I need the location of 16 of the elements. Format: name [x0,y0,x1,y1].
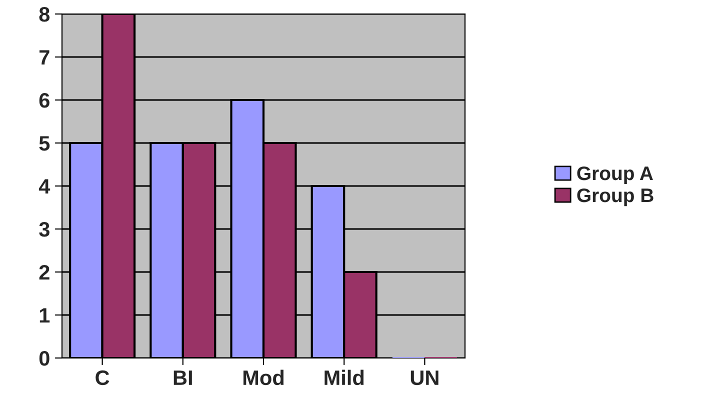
y-tick-label: 5 [39,136,50,151]
x-tick-label: C [96,370,110,386]
y-tick-label: 2 [39,265,50,280]
y-tick-label: 1 [40,308,50,323]
y-tick-label: 4 [38,179,50,194]
y-tick-label: 7 [40,50,50,65]
y-tick-label: 8 [39,7,50,22]
x-tick-label: Mild [324,370,364,386]
y-tick-label: 6 [39,93,50,108]
y-tick-label: 0 [39,351,50,366]
x-tick-label: Mod [243,370,284,386]
y-tick-label: 3 [39,222,50,237]
legend-label: Group B [577,188,654,206]
legend-label: Group A [577,166,653,184]
x-tick-label: UN [410,370,438,386]
x-tick-label: BI [174,370,192,385]
